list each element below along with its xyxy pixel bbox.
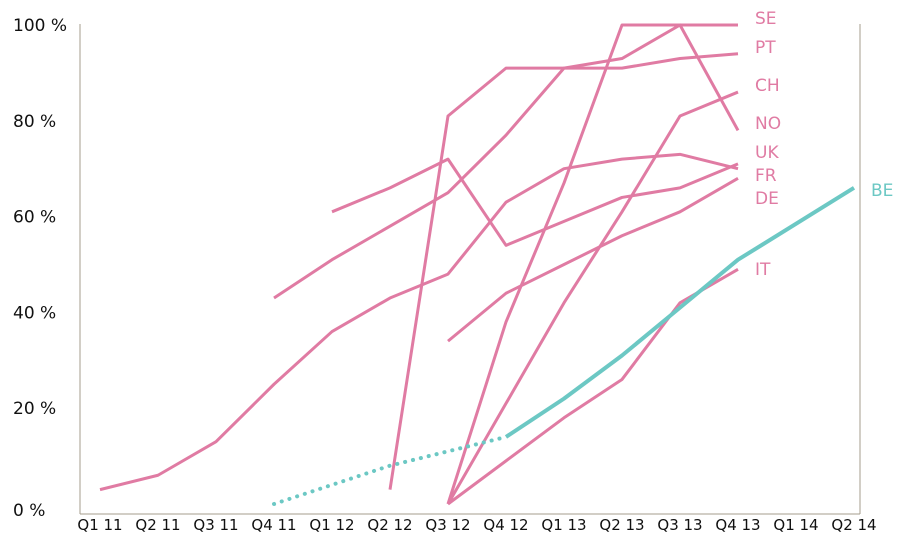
y-tick-label: 0 % bbox=[13, 501, 45, 521]
series-label-pt: PT bbox=[755, 38, 776, 58]
y-tick-label: 20 % bbox=[13, 399, 56, 419]
series-line-no bbox=[273, 23, 740, 300]
x-tick-label: Q3 11 bbox=[193, 516, 238, 534]
series-label-fr: FR bbox=[755, 166, 777, 186]
series-label-de: DE bbox=[755, 189, 779, 209]
series-line-se bbox=[446, 23, 738, 505]
axes bbox=[79, 24, 861, 515]
series-label-uk: UK bbox=[755, 143, 779, 163]
series-label-be: BE bbox=[871, 181, 893, 201]
x-axis-ticks: Q1 11 Q2 11 Q3 11 Q4 11 Q1 12 Q2 12 Q3 12 Q4 12… bbox=[77, 516, 876, 534]
y-tick-label: 80 % bbox=[13, 112, 56, 132]
x-tick-label: Q2 14 bbox=[831, 516, 876, 534]
series-line-pt bbox=[388, 52, 739, 490]
x-tick-label: Q4 12 bbox=[483, 516, 528, 534]
y-axis-ticks: 0 % 20 % 40 % 60 % 80 % 100 % bbox=[13, 16, 67, 521]
series-line-fr bbox=[99, 152, 739, 492]
y-tick-label: 60 % bbox=[13, 208, 56, 228]
series-label-se: SE bbox=[755, 9, 777, 29]
x-tick-label: Q2 11 bbox=[135, 516, 180, 534]
series-line-uk bbox=[331, 157, 739, 247]
x-tick-label: Q2 12 bbox=[367, 516, 412, 534]
series-line-de bbox=[447, 176, 739, 343]
series-label-ch: CH bbox=[755, 76, 780, 96]
series-label-no: NO bbox=[755, 114, 781, 134]
series-lines bbox=[99, 23, 856, 506]
series-label-it: IT bbox=[755, 260, 771, 280]
x-tick-label: Q2 13 bbox=[599, 516, 644, 534]
series-labels: SE PT CH NO UK FR DE IT BE bbox=[755, 9, 893, 280]
x-tick-label: Q3 13 bbox=[657, 516, 702, 534]
x-tick-label: Q1 11 bbox=[77, 516, 122, 534]
y-tick-label: 100 % bbox=[13, 16, 67, 36]
x-tick-label: Q4 11 bbox=[251, 516, 296, 534]
x-tick-label: Q1 13 bbox=[541, 516, 586, 534]
x-tick-label: Q3 12 bbox=[425, 516, 470, 534]
x-tick-label: Q1 12 bbox=[309, 516, 354, 534]
series-line-be-dotted bbox=[272, 434, 508, 506]
x-tick-label: Q1 14 bbox=[773, 516, 818, 534]
series-line-ch bbox=[446, 90, 739, 505]
series-line-be bbox=[504, 186, 856, 439]
y-tick-label: 40 % bbox=[13, 303, 56, 323]
x-tick-label: Q4 13 bbox=[715, 516, 760, 534]
